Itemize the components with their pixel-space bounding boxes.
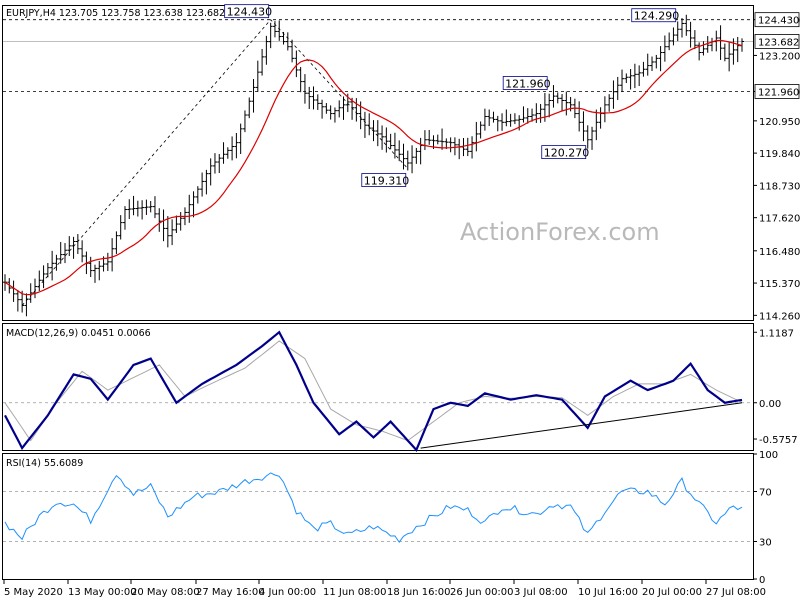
- macd-trendline: [420, 402, 743, 449]
- level-price-tag: [754, 12, 800, 28]
- annotation-label: 119.310: [364, 175, 410, 188]
- time-tick-label: 10 Jul 16:00: [578, 587, 638, 598]
- annotation-label: 120.270: [544, 147, 590, 160]
- macd-tick-label: -0.5757: [759, 435, 798, 446]
- annotation-box: [502, 76, 548, 90]
- time-tick-label: 13 May 00:00: [68, 587, 137, 598]
- price-tick-label: 123.200: [759, 51, 800, 62]
- rsi-levels: [3, 491, 753, 542]
- price-panel: [2, 5, 754, 321]
- time-tick-label: 5 May 2020: [4, 587, 63, 598]
- macd-lines: [4, 330, 743, 453]
- time-tick-label: 26 Jun 00:00: [450, 587, 514, 598]
- rsi-tick-label: 70: [759, 488, 772, 499]
- rsi-tick-label: 0: [759, 575, 765, 586]
- price-tick-label: 118.730: [759, 181, 800, 192]
- macd-axis: 1.1187 0.00 -0.5757: [753, 328, 798, 446]
- time-tick-label: 20 May 08:00: [131, 587, 200, 598]
- macd-title: MACD(12,26,9) 0.0451 0.0066: [6, 328, 151, 339]
- annotation-label: 124.430: [227, 6, 272, 19]
- time-tick-label: 20 Jul 00:00: [642, 587, 702, 598]
- rsi-tick-label: 100: [759, 450, 778, 461]
- current-price-tag: [754, 34, 800, 49]
- price-tick-label: 116.480: [759, 247, 800, 258]
- watermark: ActionForex.com: [460, 218, 660, 246]
- swing-line: [21, 19, 409, 306]
- current-price-label: 123.682: [758, 37, 799, 48]
- macd-signal-line: [4, 340, 743, 442]
- price-axis: 124.430 123.200 121.960 120.950 119.840 118.7…: [753, 12, 800, 322]
- time-tick-label: 11 Jun 08:00: [323, 587, 387, 598]
- level-price-label: 121.960: [758, 87, 799, 98]
- rsi-line: [4, 472, 743, 543]
- moving-average-line: [4, 39, 743, 296]
- annotation-label: 124.290: [634, 10, 680, 23]
- annotation-label: 121.960: [505, 77, 551, 90]
- price-tick-label: 120.950: [759, 117, 800, 128]
- swing-lines: [21, 19, 409, 306]
- rsi-axis: 100 70 30 0: [753, 450, 778, 586]
- annotation-box: [541, 145, 587, 160]
- price-annotations: 124.430 119.310 121.960 120.270 124.290: [224, 4, 680, 188]
- rsi-tick-label: 30: [759, 538, 772, 549]
- price-bars: [3, 14, 744, 317]
- time-tick-label: 4 Jun 00:00: [259, 587, 316, 598]
- time-tick-label: 27 Jul 08:00: [706, 587, 766, 598]
- macd-tick-label: 1.1187: [759, 328, 794, 339]
- rsi-panel: [2, 453, 754, 580]
- level-price-tag: [754, 84, 800, 99]
- annotation-box: [631, 8, 677, 23]
- macd-tick-label: 0.00: [759, 399, 781, 410]
- price-tick-label: 119.840: [759, 149, 800, 160]
- time-tick-label: 3 Jul 08:00: [514, 587, 568, 598]
- macd-main-line: [4, 330, 743, 453]
- price-levels: [3, 19, 753, 92]
- price-tick-label: 114.260: [759, 311, 800, 322]
- rsi-title: RSI(14) 55.6089: [6, 458, 83, 469]
- macd-panel: [2, 323, 754, 451]
- annotation-box: [361, 173, 407, 187]
- rsi-line: [4, 472, 743, 543]
- price-tick-label: 115.370: [759, 279, 800, 290]
- time-tick-label: 27 May 16:00: [196, 587, 265, 598]
- price-header: EURJPY,H4 123.705 123.758 123.638 123.68…: [6, 8, 225, 19]
- time-tick-label: 18 Jun 16:00: [387, 587, 451, 598]
- level-price-label: 124.430: [758, 16, 799, 27]
- price-tick-label: 117.620: [759, 214, 800, 225]
- annotation-box: [224, 4, 270, 19]
